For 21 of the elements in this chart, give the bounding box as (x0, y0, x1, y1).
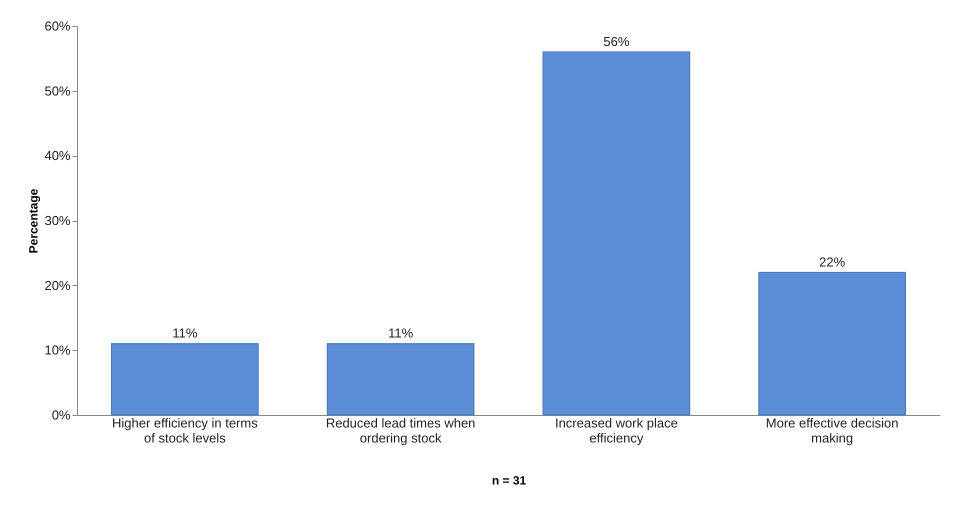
x-tick-label: Increased work place efficiency (554, 416, 678, 446)
y-tick-label: 40% (44, 148, 71, 164)
y-tick-label: 50% (44, 83, 71, 98)
data-label: 11% (172, 326, 198, 341)
y-tick-label: 20% (44, 278, 71, 293)
data-label: 11% (388, 326, 414, 341)
y-tick-label: 30% (44, 213, 71, 228)
y-axis-title: Percentage (26, 188, 40, 254)
y-tick-label: 0% (52, 408, 71, 422)
x-tick-label: Higher efficiency in terms of stock levels (112, 416, 258, 446)
bar (542, 51, 690, 416)
bar (111, 343, 259, 416)
data-label: 56% (603, 34, 630, 49)
y-tick-label: 10% (44, 342, 71, 358)
x-tick-label: More effective decision making (766, 416, 898, 446)
x-axis-title: n = 31 (492, 474, 526, 488)
bar (326, 343, 474, 416)
x-tick-label: Reduced lead times when ordering stock (326, 416, 476, 446)
data-label: 22% (819, 254, 846, 270)
y-tick-label: 60% (44, 18, 71, 34)
bar (758, 272, 906, 416)
